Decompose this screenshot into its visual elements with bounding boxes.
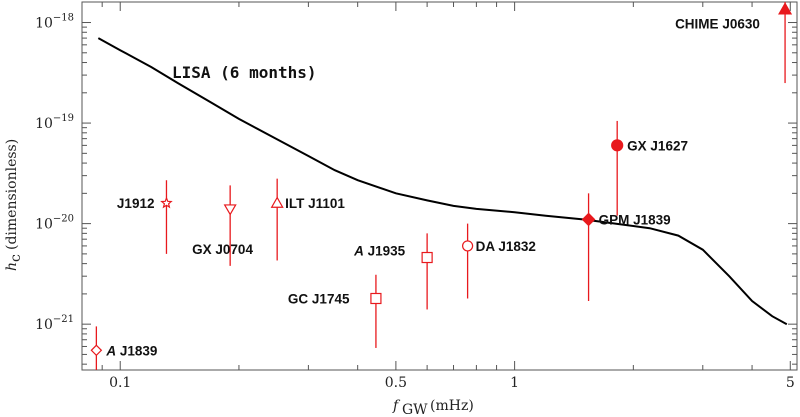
marker-triangle-down (223, 204, 237, 216)
source-label: GX J0704 (192, 242, 253, 257)
source-7: GX J1627 (611, 120, 688, 216)
y-tick-label: 10−20 (35, 214, 74, 233)
lisa-curve-label: LISA (6 months) (172, 63, 317, 82)
source-9: CHIME J0630 (675, 2, 793, 84)
svg-text:GW: GW (402, 402, 428, 417)
x-tick-label: 0.5 (385, 375, 407, 391)
marker-square (421, 251, 433, 264)
source-label: A J1935 (353, 244, 406, 259)
source-2: ILT J1101 (270, 178, 345, 261)
svg-text:(dimensionless): (dimensionless) (4, 139, 20, 250)
x-tick-label: 0.1 (109, 375, 131, 391)
source-4: A J1935 (353, 233, 433, 310)
source-0: J1912 (117, 180, 173, 254)
source-label: GX J1627 (627, 138, 688, 153)
source-label: GC J1745 (288, 291, 350, 306)
source-label: GPM J1839 (599, 212, 671, 227)
x-tick-label: 1 (510, 375, 519, 391)
marker-triangle-up (778, 2, 793, 15)
source-1: GX J0704 (192, 185, 253, 266)
marker-square (370, 292, 382, 305)
source-label: A J1839 (105, 343, 157, 358)
y-axis-title: h c (dimensionless) (4, 139, 24, 271)
y-tick-label: 10−19 (35, 113, 74, 132)
source-8: A J1839 (90, 326, 157, 370)
source-label: DA J1832 (476, 239, 536, 254)
marker-diamond (90, 344, 103, 357)
svg-text:c: c (8, 254, 24, 262)
source-label: CHIME J0630 (675, 16, 760, 31)
source-3: GC J1745 (288, 274, 382, 348)
marker-circle (611, 139, 624, 152)
marker-star (160, 196, 173, 209)
source-5: DA J1832 (462, 223, 536, 299)
x-tick-label: 5 (786, 375, 795, 391)
plot-frame (81, 1, 798, 371)
y-tick-label: 10−18 (35, 13, 74, 32)
source-label: J1912 (117, 196, 155, 211)
marker-diamond (581, 212, 596, 227)
source-label: ILT J1101 (285, 196, 345, 211)
svg-text:h: h (4, 262, 20, 271)
svg-text:(mHz): (mHz) (430, 398, 474, 414)
source-6: GPM J1839 (581, 193, 671, 301)
y-tick-label: 10−21 (35, 314, 74, 333)
marker-triangle-up (270, 196, 284, 208)
marker-circle (462, 240, 474, 252)
lisa-curve (97, 37, 788, 326)
svg-text:f: f (392, 398, 401, 414)
x-axis-title: f GW (mHz) (392, 398, 474, 417)
